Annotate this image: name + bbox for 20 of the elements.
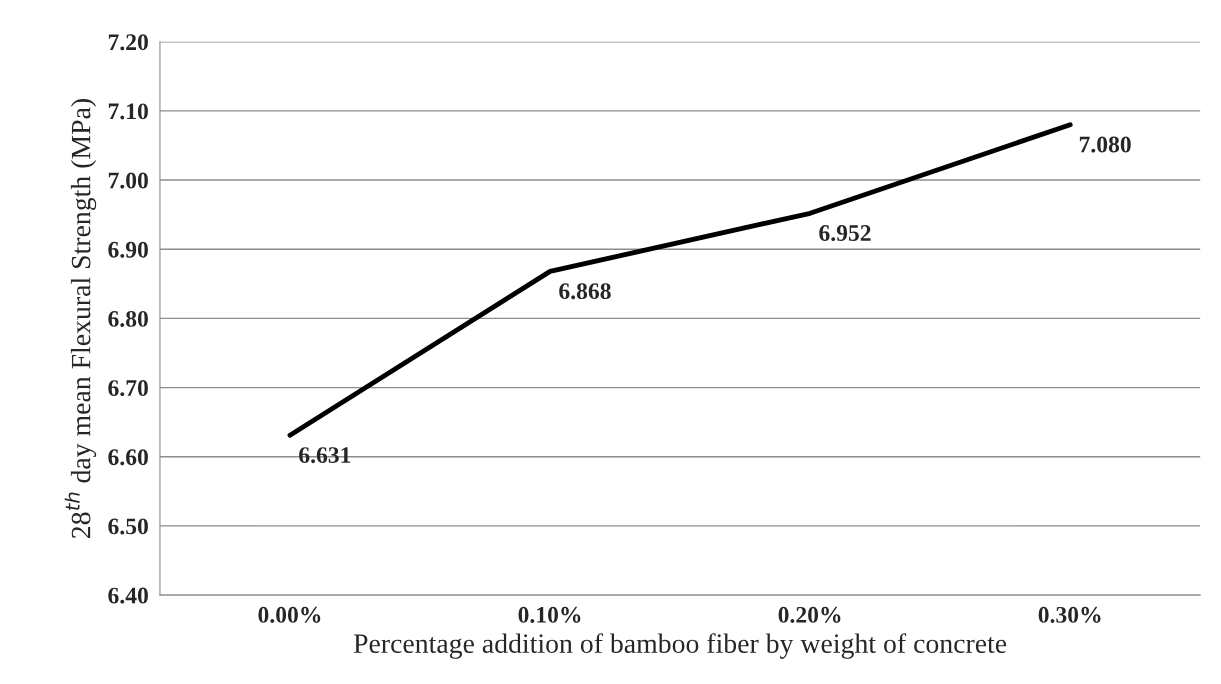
y-tick-label: 6.40 (108, 587, 148, 604)
x-tick-label: 0.00% (258, 606, 321, 623)
line-series (287, 122, 1073, 438)
data-label: 6.952 (819, 225, 871, 242)
data-label: 7.080 (1079, 136, 1131, 153)
data-label: 6.868 (559, 283, 611, 300)
y-tick-label: 7.10 (108, 103, 148, 120)
x-tick-label: 0.10% (518, 606, 581, 623)
y-tick-label: 6.90 (108, 241, 148, 258)
data-label: 6.631 (299, 447, 351, 464)
y-tick-label: 6.80 (108, 310, 148, 327)
x-tick-label: 0.30% (1038, 606, 1101, 623)
y-tick-label: 6.60 (108, 449, 148, 466)
y-tick-label: 6.50 (108, 518, 148, 535)
y-tick-label: 6.70 (108, 380, 148, 397)
y-tick-label: 7.20 (108, 34, 148, 51)
y-axis-title: 28$^{th}$ day mean Flexural Strength (MPa) (64, 99, 97, 539)
x-tick-label: 0.20% (778, 606, 841, 623)
x-axis-title: Percentage addition of bamboo fiber by weight of concrete (353, 633, 1007, 659)
y-tick-label: 7.00 (108, 172, 148, 189)
